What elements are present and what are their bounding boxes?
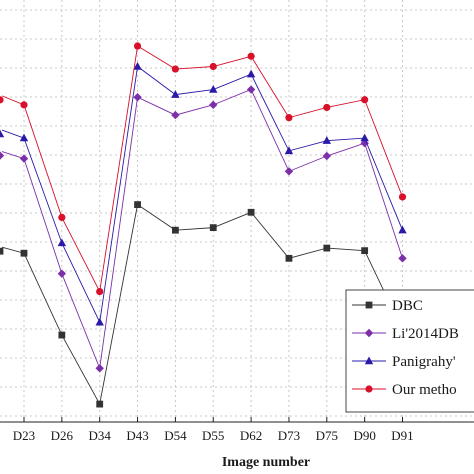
data-point [96, 287, 104, 296]
data-point-edge [0, 247, 4, 255]
legend-marker [365, 301, 373, 309]
x-tick-label: D54 [164, 428, 187, 443]
data-point-edge [0, 151, 5, 160]
legend-label: Our metho [392, 382, 457, 398]
legend-marker [364, 356, 374, 365]
data-point [133, 42, 142, 50]
data-point [58, 331, 66, 339]
x-tick-label: D55 [202, 428, 224, 443]
series-0 [0, 201, 406, 408]
x-tick-labels: D23 D26 D34 D43 D54 D55 D62 D73 D75 D90 D91 [13, 428, 414, 443]
series-1 [0, 85, 407, 373]
legend-label: DBC [392, 298, 423, 314]
data-point [398, 225, 407, 234]
x-tick-label: D23 [13, 428, 35, 443]
x-tick-label: D91 [391, 428, 413, 443]
data-point [361, 96, 369, 104]
data-point [171, 90, 180, 98]
data-point [209, 85, 218, 93]
x-axis-title: Image number [222, 455, 310, 470]
series-2 [0, 61, 407, 326]
data-point [360, 133, 369, 142]
series-line [1, 45, 403, 294]
data-point [209, 62, 217, 71]
data-point-edge [0, 129, 5, 138]
data-point [20, 249, 28, 257]
data-point [133, 92, 142, 102]
data-point [323, 244, 331, 252]
legend-label: Li'2014DB [392, 326, 459, 342]
x-tick-label: D75 [316, 428, 338, 443]
series-layer [0, 42, 407, 408]
legend-marker [365, 385, 373, 393]
data-point [322, 151, 331, 161]
legend: DBC Li'2014DB Panigrahy' Our metho [345, 289, 474, 413]
data-point [284, 146, 294, 155]
data-point [95, 364, 104, 373]
series-3 [0, 42, 407, 296]
data-point [20, 101, 28, 109]
x-tick-label: D34 [89, 428, 112, 443]
data-point [246, 69, 256, 78]
data-point [19, 154, 29, 163]
data-point [209, 100, 218, 110]
x-tick-label: D73 [278, 428, 300, 443]
data-point [323, 103, 331, 112]
legend-label: Panigrahy' [392, 354, 456, 370]
data-point [58, 213, 66, 221]
data-point [247, 208, 255, 216]
x-tick-label: D90 [353, 428, 375, 443]
data-point [209, 224, 217, 232]
series-line [1, 88, 403, 371]
data-point [171, 65, 179, 73]
data-point [285, 114, 293, 122]
data-point [285, 254, 293, 262]
data-point [19, 133, 29, 142]
data-point [246, 85, 256, 94]
series-line [1, 65, 403, 324]
data-point [134, 201, 141, 209]
series-line [1, 203, 403, 406]
legend-marker [364, 328, 374, 338]
data-point [95, 317, 104, 326]
data-point [96, 400, 104, 408]
data-point [172, 226, 179, 234]
data-point [284, 167, 294, 176]
data-point [57, 269, 67, 278]
data-point [133, 61, 142, 70]
x-tick-label: D43 [126, 428, 148, 443]
data-point [247, 52, 255, 60]
data-point [322, 136, 331, 144]
data-point [398, 254, 407, 263]
x-tick-label: D62 [240, 428, 262, 443]
data-point [57, 238, 67, 247]
data-point [398, 193, 407, 201]
data-point-edge [0, 96, 4, 104]
data-point [361, 247, 369, 255]
data-point [171, 110, 180, 120]
x-tick-label: D26 [51, 428, 74, 443]
axes [0, 417, 474, 423]
